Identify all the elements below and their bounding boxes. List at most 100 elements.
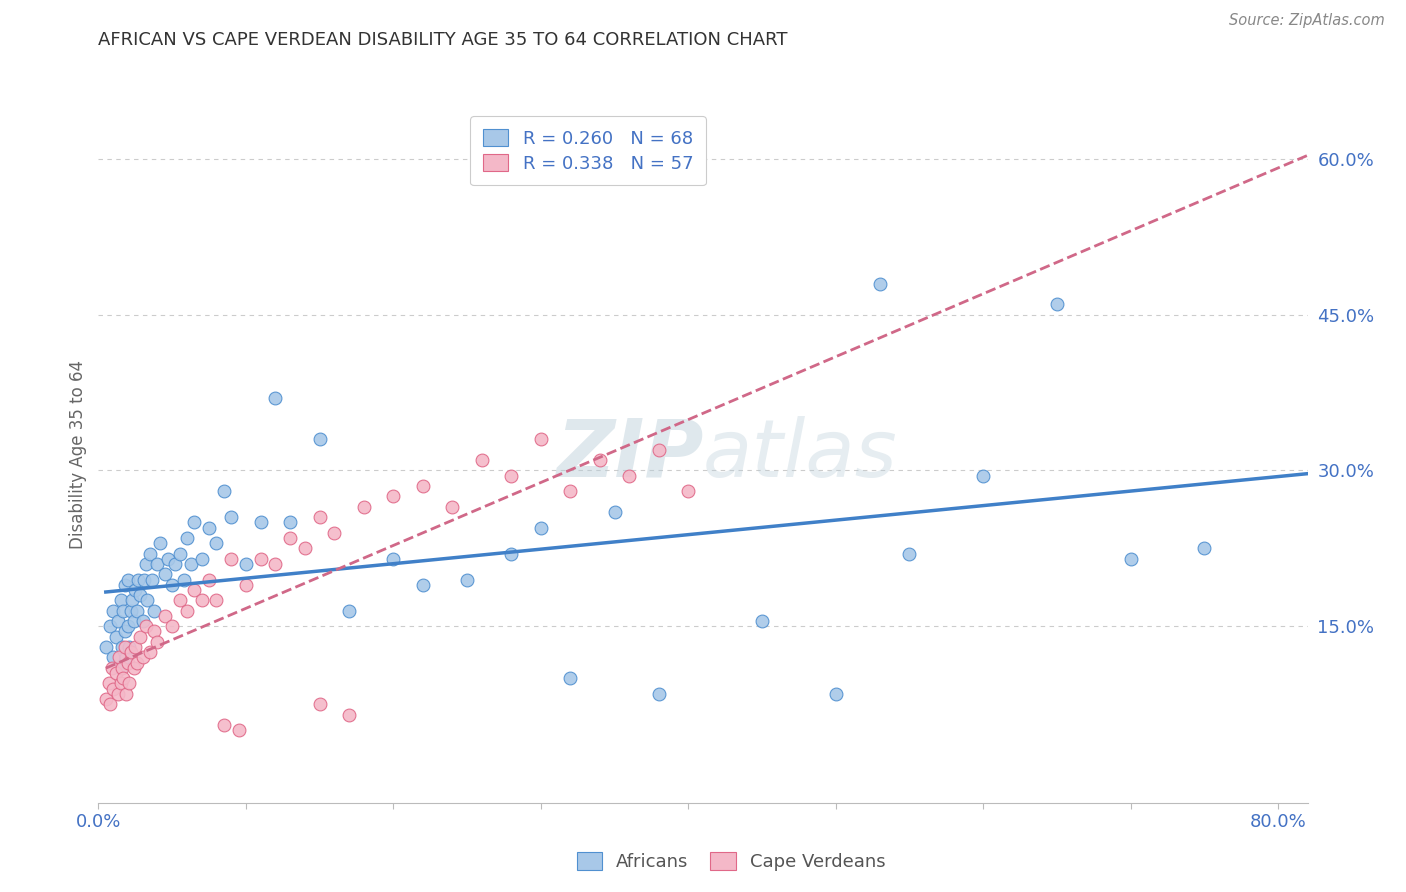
Point — [122, 614, 145, 628]
Point — [1046, 297, 1069, 311]
Point — [219, 551, 242, 566]
Point — [136, 593, 159, 607]
Point — [190, 551, 212, 566]
Point — [139, 645, 162, 659]
Point — [308, 510, 330, 524]
Point — [169, 593, 191, 607]
Point — [117, 573, 139, 587]
Point — [112, 604, 135, 618]
Point — [101, 681, 124, 696]
Point — [124, 582, 146, 597]
Point — [337, 604, 360, 618]
Point — [143, 604, 166, 618]
Point — [98, 697, 121, 711]
Point — [97, 676, 120, 690]
Point — [101, 604, 124, 618]
Point — [176, 604, 198, 618]
Point — [120, 604, 142, 618]
Point — [308, 697, 330, 711]
Point — [100, 661, 122, 675]
Point — [153, 608, 176, 623]
Point — [619, 468, 641, 483]
Point — [112, 671, 135, 685]
Point — [146, 557, 169, 571]
Point — [120, 645, 142, 659]
Point — [560, 671, 582, 685]
Point — [212, 484, 235, 499]
Point — [118, 676, 141, 690]
Point — [156, 551, 179, 566]
Point — [198, 573, 221, 587]
Point — [128, 630, 150, 644]
Point — [160, 578, 183, 592]
Point — [751, 614, 773, 628]
Point — [412, 479, 434, 493]
Point — [603, 505, 626, 519]
Point — [160, 619, 183, 633]
Point — [131, 650, 153, 665]
Point — [110, 661, 132, 675]
Point — [125, 604, 148, 618]
Point — [94, 640, 117, 654]
Point — [219, 510, 242, 524]
Point — [824, 687, 846, 701]
Point — [115, 650, 138, 665]
Point — [180, 557, 202, 571]
Point — [648, 442, 671, 457]
Point — [114, 624, 136, 639]
Point — [264, 391, 287, 405]
Point — [235, 557, 257, 571]
Point — [110, 676, 132, 690]
Point — [111, 640, 134, 654]
Point — [471, 453, 494, 467]
Point — [98, 619, 121, 633]
Point — [898, 547, 921, 561]
Point — [153, 567, 176, 582]
Point — [141, 573, 163, 587]
Y-axis label: Disability Age 35 to 64: Disability Age 35 to 64 — [69, 360, 87, 549]
Point — [173, 573, 195, 587]
Legend: R = 0.260   N = 68, R = 0.338   N = 57: R = 0.260 N = 68, R = 0.338 N = 57 — [470, 116, 706, 186]
Point — [110, 593, 132, 607]
Point — [125, 656, 148, 670]
Point — [412, 578, 434, 592]
Point — [382, 490, 405, 504]
Point — [107, 687, 129, 701]
Point — [294, 541, 316, 556]
Point — [117, 656, 139, 670]
Point — [105, 665, 128, 680]
Point — [134, 573, 156, 587]
Point — [972, 468, 994, 483]
Point — [264, 557, 287, 571]
Point — [117, 619, 139, 633]
Point — [176, 531, 198, 545]
Point — [108, 650, 131, 665]
Point — [678, 484, 700, 499]
Text: atlas: atlas — [703, 416, 898, 494]
Point — [589, 453, 612, 467]
Point — [165, 557, 187, 571]
Point — [205, 593, 228, 607]
Point — [114, 578, 136, 592]
Point — [249, 516, 271, 530]
Point — [648, 687, 671, 701]
Point — [149, 536, 172, 550]
Point — [353, 500, 375, 514]
Point — [115, 687, 138, 701]
Point — [560, 484, 582, 499]
Point — [235, 578, 257, 592]
Point — [183, 516, 205, 530]
Point — [278, 516, 301, 530]
Point — [127, 573, 149, 587]
Point — [869, 277, 891, 291]
Point — [228, 723, 250, 738]
Point — [205, 536, 228, 550]
Point — [198, 520, 221, 534]
Point — [111, 661, 134, 675]
Point — [323, 525, 346, 540]
Text: Source: ZipAtlas.com: Source: ZipAtlas.com — [1229, 13, 1385, 29]
Text: ZIP: ZIP — [555, 416, 703, 494]
Point — [212, 718, 235, 732]
Text: AFRICAN VS CAPE VERDEAN DISABILITY AGE 35 TO 64 CORRELATION CHART: AFRICAN VS CAPE VERDEAN DISABILITY AGE 3… — [98, 31, 787, 49]
Point — [249, 551, 271, 566]
